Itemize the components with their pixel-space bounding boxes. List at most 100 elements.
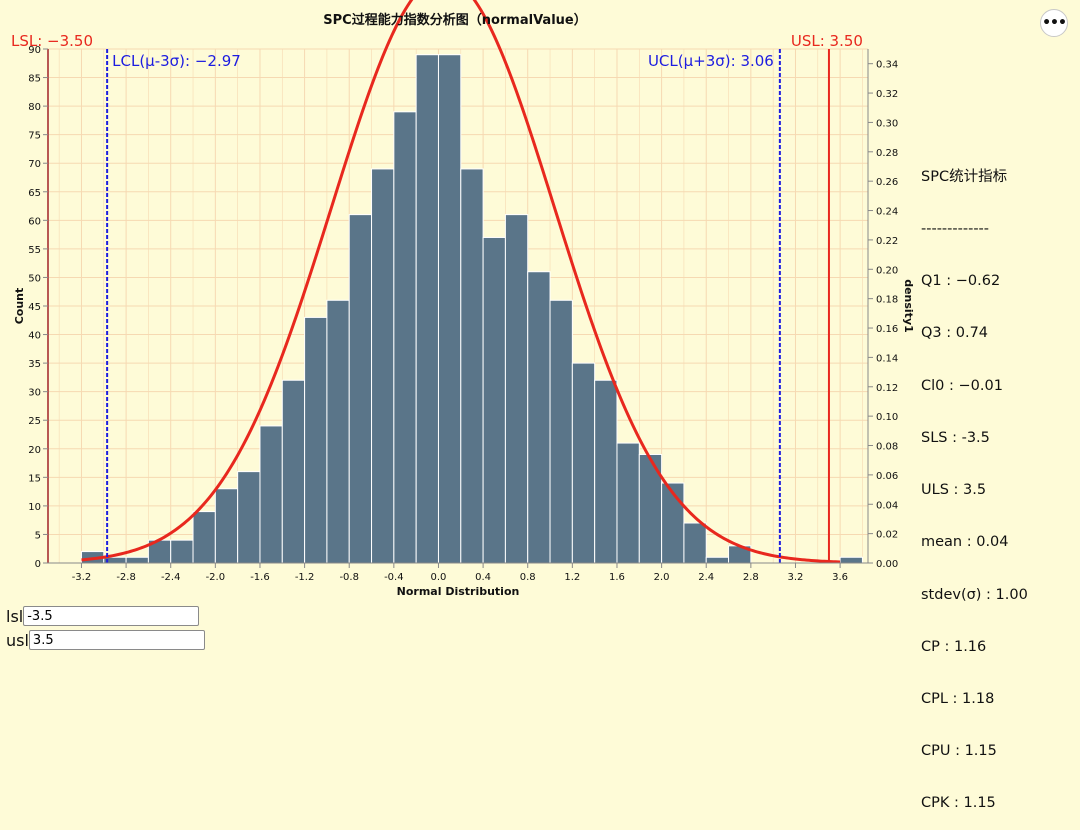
y2-tick-label: 0.20 (876, 265, 898, 276)
histogram-bar (304, 316, 328, 564)
more-dots-icon: ••• (1042, 15, 1067, 31)
y2-tick-label: 0.00 (876, 559, 898, 570)
y-tick-label: 20 (28, 445, 41, 456)
stat-mean: mean : 0.04 (921, 534, 1009, 551)
lsl-row: lsl (6, 606, 200, 626)
stats-divider: ------------- (921, 221, 990, 238)
x-tick-label: -0.8 (339, 572, 359, 583)
histogram-bar (839, 556, 863, 564)
histogram-bar (705, 556, 730, 564)
y-tick-label: 10 (28, 502, 41, 513)
density-curve (81, 0, 841, 564)
usl-label: usl (6, 630, 29, 650)
histogram-bar (281, 379, 306, 564)
y-tick-label: 85 (28, 74, 41, 85)
x-tick-label: -3.2 (72, 572, 92, 583)
y-tick-label: 15 (28, 473, 41, 484)
histogram-bar (192, 511, 216, 564)
histogram-bar (125, 556, 149, 564)
stat-q3: Q3 : 0.74 (921, 325, 989, 342)
x-tick-label: 0.8 (520, 572, 536, 583)
y-axis-title: Count (13, 288, 26, 325)
stat-sls: SLS : -3.5 (921, 429, 990, 446)
chart-title: SPC过程能力指数分析图（normalValue） (323, 12, 586, 28)
histogram-bar (170, 539, 194, 564)
y-tick-label: 0 (35, 559, 41, 570)
x-tick-label: -1.2 (295, 572, 315, 583)
y2-tick-label: 0.26 (876, 177, 898, 188)
more-options-button[interactable]: ••• (1040, 9, 1068, 37)
histogram-bar (460, 168, 484, 564)
x-tick-label: -1.6 (250, 572, 270, 583)
y2-tick-label: 0.18 (876, 295, 898, 306)
histogram-bar (393, 111, 417, 564)
y2-tick-label: 0.14 (876, 353, 898, 364)
histogram-bar (237, 471, 261, 564)
spec-limit-label: LSL: −3.50 (11, 32, 93, 50)
histogram-bar (482, 236, 506, 564)
x-tick-label: 1.6 (609, 572, 625, 583)
x-tick-label: 0.4 (475, 572, 491, 583)
lsl-input[interactable] (23, 606, 200, 626)
control-limit-label: UCL(μ+3σ): 3.06 (648, 52, 774, 70)
x-tick-label: 3.6 (832, 572, 848, 583)
y-tick-label: 35 (28, 359, 41, 370)
histogram-bar (549, 299, 573, 564)
y2-tick-label: 0.10 (876, 412, 898, 423)
x-tick-label: 2.0 (654, 572, 670, 583)
y2-tick-label: 0.28 (876, 148, 898, 159)
histogram-bar (348, 214, 373, 564)
stat-cl0: Cl0 : −0.01 (921, 377, 1003, 394)
stat-q1: Q1 : −0.62 (921, 273, 1001, 290)
y-tick-label: 65 (28, 188, 41, 199)
x-tick-label: 3.2 (788, 572, 804, 583)
histogram-bar (571, 362, 596, 564)
y-tick-label: 5 (35, 530, 41, 541)
y2-tick-label: 0.16 (876, 324, 898, 335)
y2-tick-label: 0.34 (876, 60, 898, 71)
histogram-bar (326, 299, 350, 564)
x-tick-label: 0.0 (431, 572, 447, 583)
y-tick-label: 25 (28, 416, 41, 427)
y2-tick-label: 0.02 (876, 530, 898, 541)
y-tick-label: 50 (28, 273, 41, 284)
x-tick-label: -2.0 (206, 572, 226, 583)
y2-tick-label: 0.24 (876, 207, 898, 218)
y2-tick-label: 0.04 (876, 500, 898, 511)
stat-cpu: CPU : 1.15 (921, 743, 997, 760)
y2-axis-title: density1 (902, 279, 915, 333)
y-tick-label: 30 (28, 388, 41, 399)
stats-title: SPC统计指标 (921, 168, 1008, 185)
y-tick-label: 45 (28, 302, 41, 313)
x-tick-label: -2.4 (161, 572, 181, 583)
y2-tick-label: 0.06 (876, 471, 898, 482)
x-tick-label: 2.4 (698, 572, 714, 583)
y2-tick-label: 0.32 (876, 89, 898, 100)
usl-input[interactable] (28, 630, 205, 650)
y-tick-label: 90 (28, 45, 41, 56)
histogram-bar (683, 522, 707, 564)
y2-tick-label: 0.30 (876, 118, 898, 129)
y2-tick-label: 0.08 (876, 442, 898, 453)
x-tick-label: -2.8 (116, 572, 136, 583)
y-tick-label: 70 (28, 159, 41, 170)
stats-panel: SPC统计指标 ------------- Q1 : −0.62 Q3 : 0.… (921, 134, 1028, 830)
x-tick-label: 1.2 (564, 572, 580, 583)
y2-tick-label: 0.12 (876, 383, 898, 394)
stat-cp: CP : 1.16 (921, 638, 987, 655)
y-tick-label: 40 (28, 331, 41, 342)
x-axis-title: Normal Distribution (397, 585, 520, 598)
histogram-bar (214, 488, 239, 564)
x-tick-label: 2.8 (743, 572, 759, 583)
stat-stdev: stdev(σ) : 1.00 (921, 586, 1028, 603)
histogram-bar (527, 271, 551, 564)
histogram-bar (415, 54, 439, 564)
control-limit-label: LCL(μ-3σ): −2.97 (112, 52, 241, 70)
usl-row: usl (6, 630, 205, 650)
x-tick-label: -0.4 (384, 572, 404, 583)
histogram-bar (437, 54, 462, 564)
spc-chart: LSL: −3.50 USL: 3.50 LCL(μ-3σ): −2.97 UCL(μ… (11, 0, 915, 598)
stat-cpk: CPK : 1.15 (921, 795, 996, 812)
histogram-bar (616, 442, 640, 564)
histogram-bar (371, 168, 395, 564)
